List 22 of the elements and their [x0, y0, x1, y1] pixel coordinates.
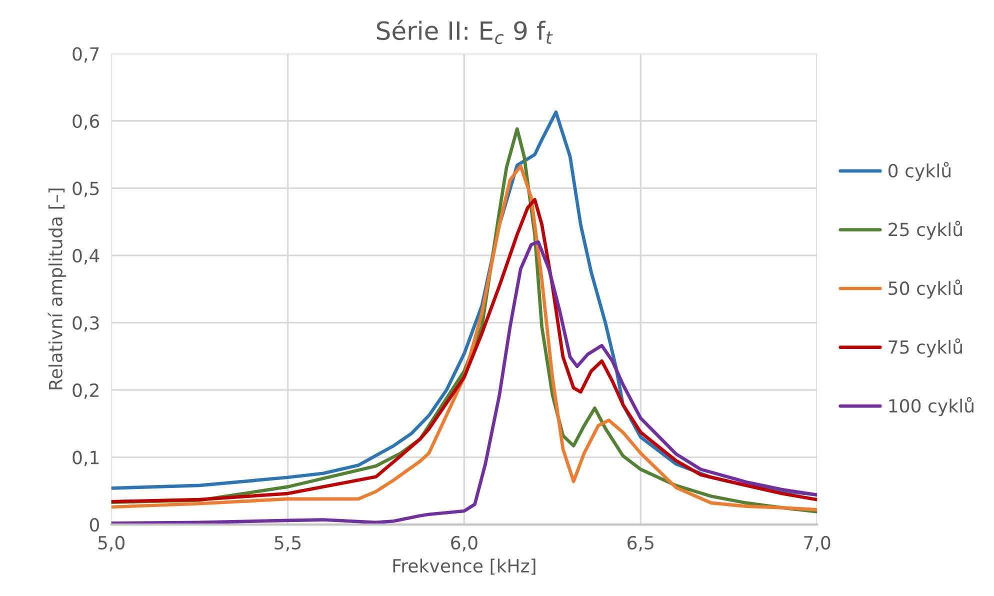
chart-title: Série II: E$_{c}$ 9 f$_{t}$	[376, 20, 553, 44]
x-axis-title: Frekvence [kHz]	[393, 558, 536, 575]
x-tick-label: 6,5	[628, 536, 654, 552]
y-tick-label: 0	[90, 518, 100, 532]
y-axis-title: Relativní amplituda [–]	[48, 188, 66, 390]
y-tick-label: 0,3	[72, 316, 99, 332]
y-tick-label: 0,2	[72, 383, 98, 399]
x-tick-label: 7,0	[804, 536, 830, 552]
y-tick-label: 0,6	[72, 114, 100, 130]
x-tick-label: 5,5	[274, 536, 301, 552]
y-tick-label: 0,7	[72, 47, 99, 63]
legend-label: 50 cyklů	[888, 280, 962, 299]
y-tick-label: 0,4	[72, 248, 100, 264]
y-tick-label: 0,1	[72, 450, 99, 466]
legend-label: 25 cyklů	[888, 220, 962, 240]
legend-label: 0 cyklů	[888, 162, 950, 182]
legend-label: 100 cyklů	[889, 397, 974, 416]
line-series	[111, 240, 818, 524]
legend-label: 75 cyklů	[888, 338, 962, 358]
y-tick-label: 0,5	[72, 182, 99, 198]
x-tick-label: 6,0	[451, 536, 478, 552]
x-tick-label: 5,0	[98, 536, 124, 552]
